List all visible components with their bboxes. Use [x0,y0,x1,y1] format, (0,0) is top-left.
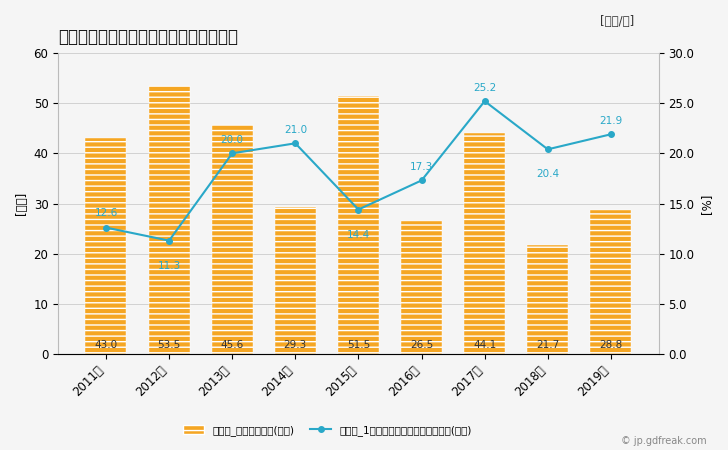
Text: 44.1: 44.1 [473,340,496,350]
Text: 26.5: 26.5 [410,340,433,350]
Bar [212,125,253,354]
Text: 43.0: 43.0 [95,340,117,350]
Bar [85,138,127,354]
Y-axis label: [%]: [%] [700,194,713,214]
Text: [万円/㎡]: [万円/㎡] [600,15,634,28]
Text: 21.9: 21.9 [599,116,622,126]
Bar [590,210,631,354]
Text: 45.6: 45.6 [221,340,244,350]
Bar [401,221,442,354]
Legend: 非木造_工事費予定額(左軸), 非木造_1平米当たり平均工事費予定額(右軸): 非木造_工事費予定額(左軸), 非木造_1平米当たり平均工事費予定額(右軸) [179,421,476,440]
Text: 20.0: 20.0 [221,135,244,145]
Text: 51.5: 51.5 [347,340,370,350]
Bar [527,245,569,354]
Text: 53.5: 53.5 [157,340,181,350]
Bar [149,86,189,354]
Bar [274,207,316,354]
Text: 非木造建築物の工事費予定額合計の推移: 非木造建築物の工事費予定額合計の推移 [58,28,238,46]
Bar [464,133,505,354]
Text: 21.0: 21.0 [284,125,307,135]
Text: 12.6: 12.6 [95,207,118,217]
Text: 17.3: 17.3 [410,162,433,172]
Bar [338,96,379,354]
Text: 21.7: 21.7 [536,340,559,350]
Text: 28.8: 28.8 [599,340,622,350]
Text: 11.3: 11.3 [157,261,181,271]
Text: 14.4: 14.4 [347,230,370,239]
Text: © jp.gdfreak.com: © jp.gdfreak.com [620,436,706,446]
Text: 25.2: 25.2 [473,83,496,93]
Text: 20.4: 20.4 [537,169,559,180]
Text: 29.3: 29.3 [284,340,307,350]
Y-axis label: [億円]: [億円] [15,192,28,215]
